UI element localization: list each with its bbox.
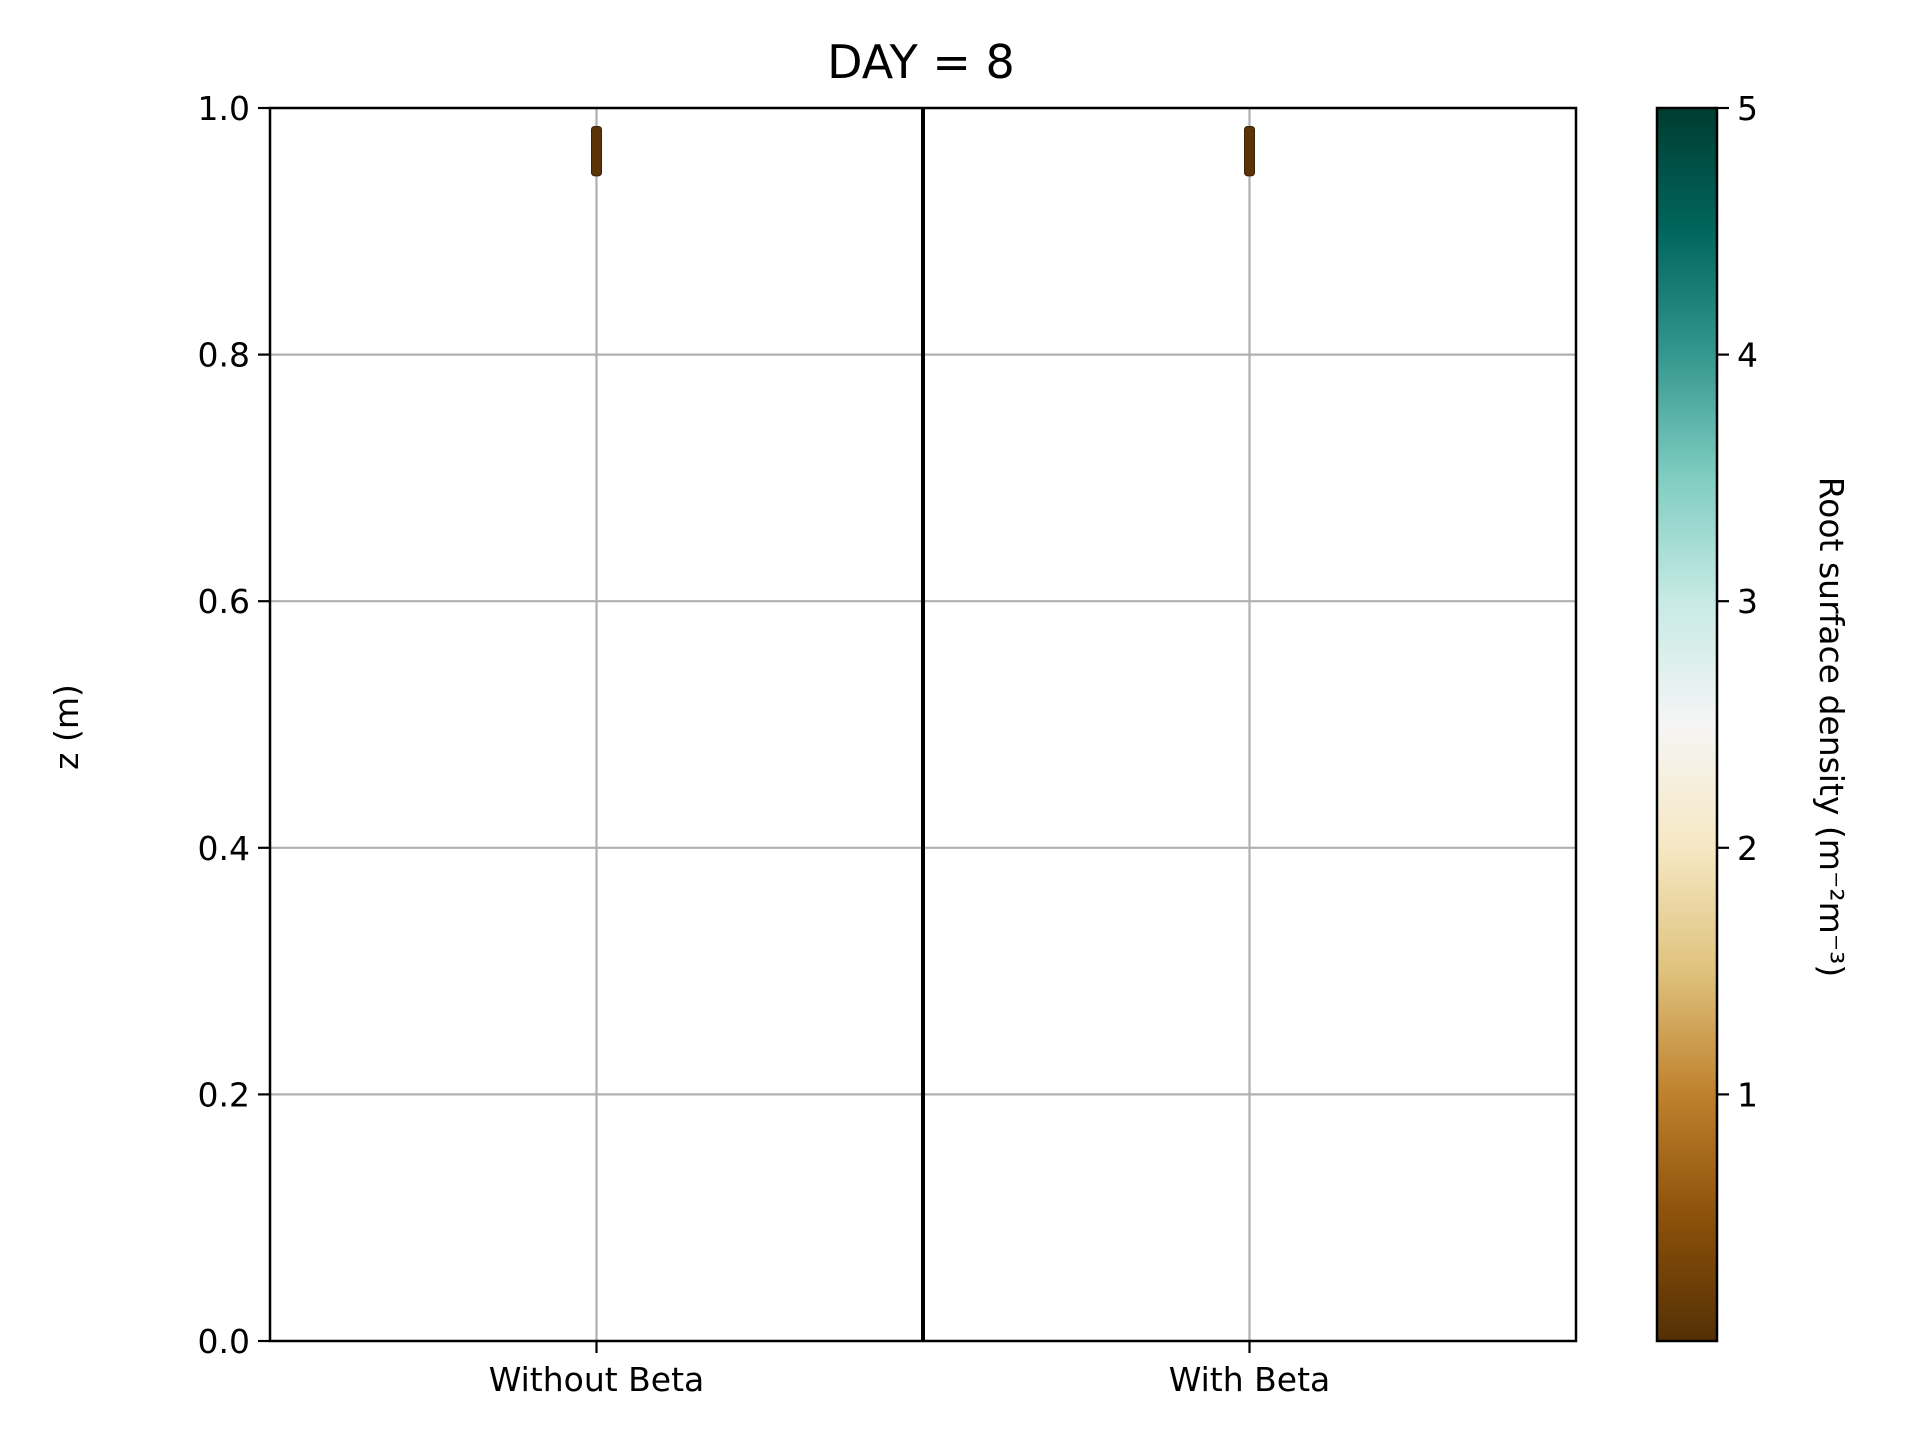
root-density-mark [1244, 125, 1255, 177]
y-tick-label: 0.0 [198, 1322, 250, 1361]
y-tick-label: 0.4 [198, 829, 250, 868]
chart-title: DAY = 8 [827, 35, 1015, 89]
plot-frame [268, 106, 1578, 1343]
y-tick-label: 0.8 [198, 336, 250, 375]
colorbar-tick-label: 5 [1737, 89, 1758, 128]
colorbar [1655, 106, 1719, 1343]
colorbar-tick-label: 1 [1737, 1075, 1758, 1114]
x-axis: Without Beta With Beta [489, 1341, 1331, 1399]
x-tick-label: Without Beta [489, 1360, 705, 1399]
y-axis-label: z (m) [47, 684, 86, 770]
colorbar-tick-label: 3 [1737, 582, 1758, 621]
colorbar-label: Root surface density (m⁻²m⁻³) [1812, 477, 1851, 978]
y-tick-label: 0.2 [198, 1075, 250, 1114]
y-tick-label: 0.6 [198, 582, 250, 621]
colorbar-tick-label: 4 [1737, 336, 1758, 375]
colorbar-axis: 1 2 3 4 5 [1717, 89, 1758, 1114]
y-axis: 0.0 0.2 0.4 0.6 0.8 1.0 [198, 89, 270, 1361]
root-density-mark [591, 125, 602, 177]
colorbar-tick-label: 2 [1737, 829, 1758, 868]
x-tick-label: With Beta [1169, 1360, 1331, 1399]
data-marks [591, 125, 1255, 177]
y-tick-label: 1.0 [198, 89, 250, 128]
